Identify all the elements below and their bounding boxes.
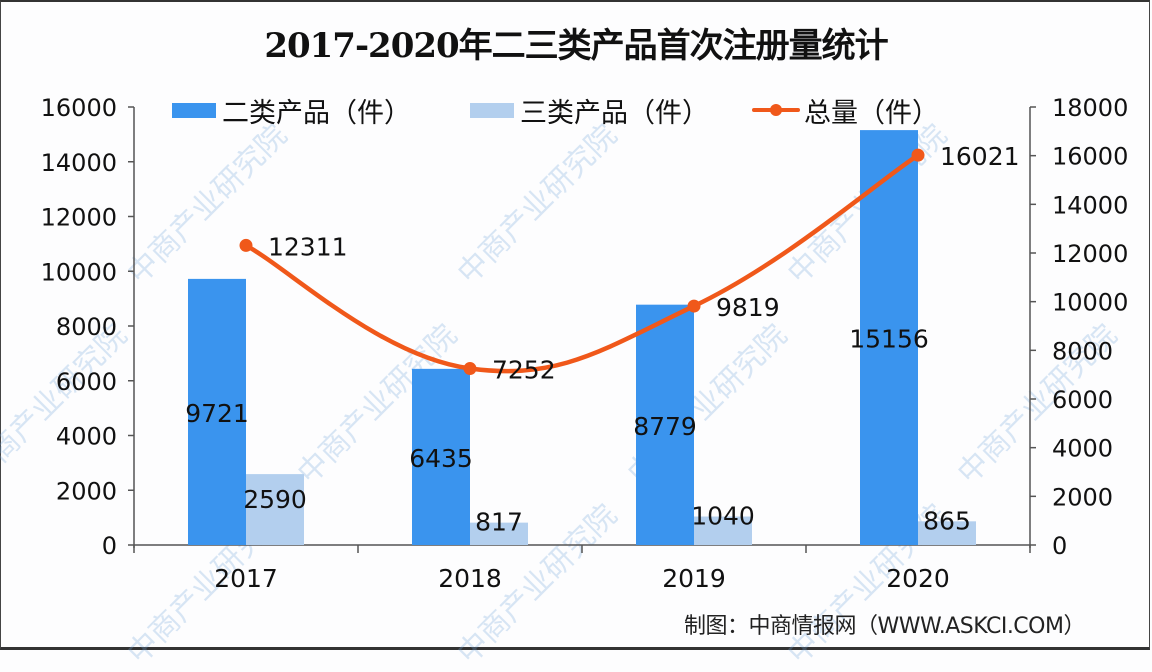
left-axis-tick: 14000 [41, 149, 117, 177]
right-axis-tick: 14000 [1052, 191, 1128, 219]
chart-frame [0, 0, 1150, 650]
x-axis-label: 2017 [214, 564, 278, 593]
total-marker [911, 148, 925, 162]
left-axis-tick: 10000 [41, 258, 117, 286]
legend-label: 二类产品（件） [222, 97, 411, 129]
line-value-label: 7252 [492, 356, 556, 385]
right-axis-tick: 4000 [1052, 435, 1113, 463]
bar-value-label: 865 [923, 506, 971, 535]
right-axis-tick: 0 [1052, 532, 1067, 560]
total-marker [463, 362, 477, 376]
legend-swatch-total [752, 102, 800, 118]
x-axis-label: 2019 [662, 564, 726, 593]
total-line [243, 152, 921, 374]
legend-swatch-class2 [172, 102, 216, 118]
bar-class2 [412, 368, 470, 545]
right-axis-tick: 18000 [1052, 94, 1128, 122]
total-marker [687, 299, 701, 313]
bar-class2 [188, 278, 246, 545]
bar-value-label: 817 [475, 508, 523, 537]
bar-class3 [918, 521, 976, 545]
right-axis-tick: 8000 [1052, 337, 1113, 365]
x-axis-label: 2018 [438, 564, 502, 593]
total-marker [239, 238, 253, 252]
left-axis-tick: 0 [102, 532, 117, 560]
left-axis-tick: 4000 [56, 423, 117, 451]
legend-swatch-class3 [470, 102, 514, 118]
right-axis-tick: 6000 [1052, 386, 1113, 414]
bar-class3 [470, 522, 528, 545]
plot-area: 16000 14000 12000 10000 8000 6000 4000 2000 0 180… [41, 94, 1129, 593]
right-axis-tick: 10000 [1052, 289, 1128, 317]
right-axis-tick: 2000 [1052, 483, 1113, 511]
bar-class2 [860, 130, 918, 546]
legend-item-class3: 三类产品（件） [470, 92, 709, 129]
right-axis-tick: 12000 [1052, 240, 1128, 268]
source-footer: 制图：中商情报网（WWW.ASKCI.COM） [684, 614, 1085, 639]
left-axis-tick: 2000 [56, 477, 117, 505]
bar-value-label: 2590 [243, 485, 307, 514]
chart-title: 2017-2020年二三类产品首次注册量统计 [264, 26, 888, 66]
legend-label: 总量（件） [804, 97, 939, 129]
bar-value-label: 8779 [633, 412, 697, 441]
legend-label: 三类产品（件） [520, 97, 709, 129]
legend-item-total: 总量（件） [752, 92, 939, 129]
bar-value-label: 9721 [185, 399, 249, 428]
bar-class2 [636, 304, 694, 545]
x-axis-label: 2020 [886, 564, 950, 593]
bar-value-label: 15156 [849, 325, 929, 354]
line-value-label: 12311 [268, 232, 348, 261]
left-axis-tick: 6000 [56, 368, 117, 396]
legend-item-class2: 二类产品（件） [172, 92, 411, 129]
left-axis-tick: 16000 [41, 94, 117, 122]
left-axis-tick: 12000 [41, 204, 117, 232]
line-value-label: 9819 [716, 293, 780, 322]
right-axis-tick: 16000 [1052, 143, 1128, 171]
left-axis-tick: 8000 [56, 313, 117, 341]
bar-value-label: 1040 [691, 502, 755, 531]
bar-value-label: 6435 [409, 444, 473, 473]
line-value-label: 16021 [940, 142, 1020, 171]
bar-class3 [246, 474, 304, 545]
bar-class3 [694, 516, 752, 545]
